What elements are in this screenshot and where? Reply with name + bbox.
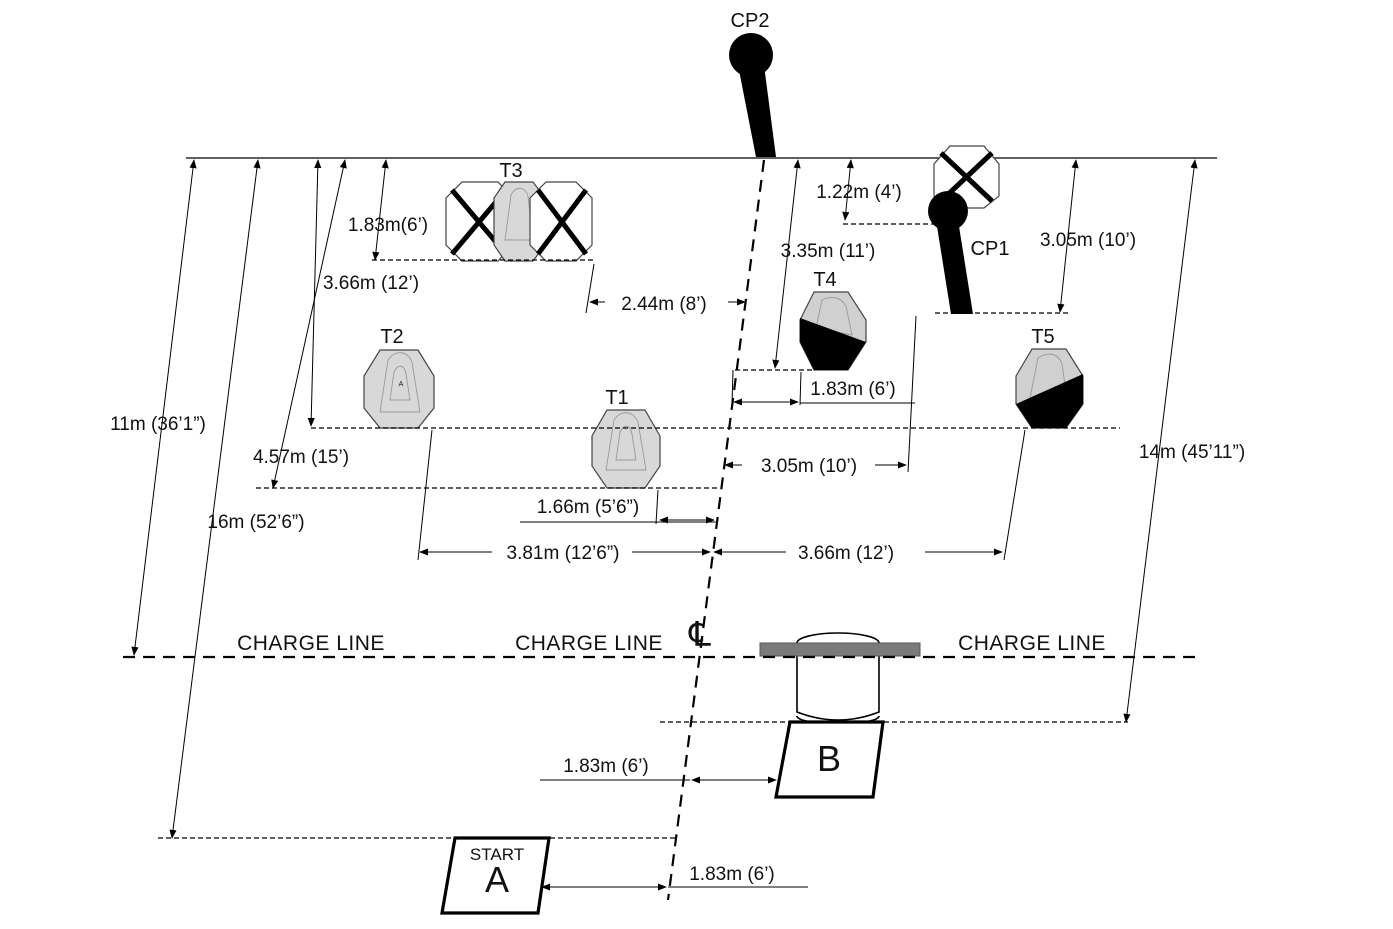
start-caption: START xyxy=(470,845,524,864)
dim-label-16m: 16m (52’6”) xyxy=(207,512,304,533)
dim-label-305-top: 3.05m (10’) xyxy=(1040,230,1136,251)
dim-line-11m xyxy=(131,159,197,656)
dim-label-183-t4: 1.83m (6’) xyxy=(810,379,896,400)
charge-line-label-left: CHARGE LINE xyxy=(237,632,385,655)
box-b-letter: B xyxy=(817,738,841,779)
target-t3-group xyxy=(445,181,593,262)
dim-label-366-bottom: 3.66m (12’) xyxy=(798,543,894,564)
label-t5: T5 xyxy=(1031,326,1054,348)
dim-line-16m xyxy=(169,159,261,839)
centerline-symbol: ℄ xyxy=(688,616,711,654)
charge-line-label-middle: CHARGE LINE xyxy=(515,632,663,655)
svg-text:A: A xyxy=(399,381,404,388)
dim-label-244: 2.44m (8’) xyxy=(621,294,707,315)
target-t2: A xyxy=(363,349,435,429)
dim-ext-305-mid-right xyxy=(907,315,917,473)
label-t2: T2 xyxy=(380,326,403,348)
label-t1: T1 xyxy=(605,387,628,409)
dim-label-166: 1.66m (5’6”) xyxy=(537,497,639,518)
dim-line-122 xyxy=(842,159,854,221)
dim-label-381: 3.81m (12’6”) xyxy=(507,543,620,564)
dim-ext-244-left xyxy=(585,263,595,314)
dim-label-183-a: 1.83m (6’) xyxy=(689,864,775,885)
dim-ext-183-t4-right xyxy=(799,371,802,406)
popper-cp2 xyxy=(729,33,776,157)
target-t1 xyxy=(591,409,661,489)
dim-line-335 xyxy=(772,159,801,369)
dim-ext-366-right xyxy=(1003,429,1026,561)
start-box-a xyxy=(440,836,551,915)
charge-line-label-right: CHARGE LINE xyxy=(958,632,1106,655)
dim-ext-381-left xyxy=(417,429,433,561)
label-t4: T4 xyxy=(813,269,836,291)
label-t3: T3 xyxy=(499,160,522,182)
dim-label-457: 4.57m (15’) xyxy=(253,447,349,468)
dim-label-122: 1.22m (4’) xyxy=(816,182,902,203)
dim-label-335: 3.35m (11’) xyxy=(781,241,876,262)
dim-label-11m: 11m (36’1”) xyxy=(110,414,206,435)
dim-line-305-top xyxy=(1057,159,1079,313)
dim-label-183-t3: 1.83m(6’) xyxy=(348,215,428,236)
dim-line-457 xyxy=(271,159,347,489)
center-line xyxy=(666,159,766,901)
dim-label-14m: 14m (45’11”) xyxy=(1139,442,1245,463)
dim-label-305-mid: 3.05m (10’) xyxy=(761,456,857,477)
dim-line-14m xyxy=(1123,159,1198,723)
dim-label-366-12: 3.66m (12’) xyxy=(323,273,419,294)
dim-line-366-left xyxy=(307,159,322,427)
barrel-obstacle xyxy=(759,632,921,725)
dim-ext-166-left xyxy=(655,489,659,525)
dim-label-183-b: 1.83m (6’) xyxy=(563,756,649,777)
popper-cp1 xyxy=(928,191,973,314)
label-cp1: CP1 xyxy=(971,238,1010,260)
target-t5 xyxy=(1015,348,1084,429)
label-cp2: CP2 xyxy=(731,10,770,32)
box-a-letter: A xyxy=(485,859,509,900)
target-t4 xyxy=(799,291,867,371)
dim-ext-183-t4-left xyxy=(731,369,734,406)
dim-line-183-t3 xyxy=(372,159,389,261)
